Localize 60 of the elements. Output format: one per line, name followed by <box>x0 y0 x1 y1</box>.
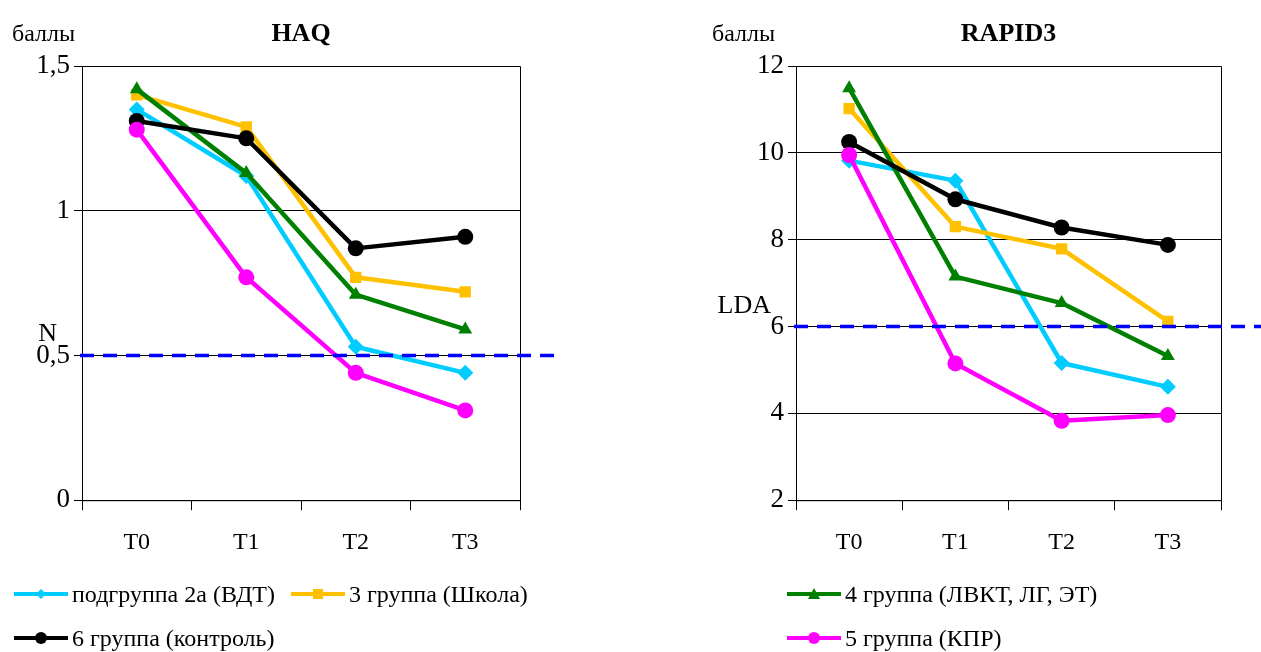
point <box>841 133 858 150</box>
legend-label: 4 группа (ЛВКТ, ЛГ, ЭТ) <box>845 580 1098 608</box>
point <box>1053 354 1070 371</box>
point <box>238 130 255 147</box>
point <box>1160 348 1175 361</box>
point <box>841 147 858 164</box>
y-tick-label: 1 <box>56 193 70 224</box>
point <box>842 80 857 93</box>
point <box>457 228 474 245</box>
y-tick-label: 8 <box>770 222 784 253</box>
point <box>1053 219 1070 236</box>
point <box>947 172 964 189</box>
point <box>347 240 364 257</box>
y-tick-label: 6 <box>770 309 784 340</box>
chart-title: HAQ <box>271 18 331 47</box>
point <box>347 338 364 355</box>
point <box>1053 412 1070 429</box>
y-axis-title: баллы <box>12 20 76 46</box>
point <box>1055 243 1068 255</box>
point <box>458 321 473 334</box>
y-tick-label: 10 <box>757 135 784 166</box>
x-tick-label: T1 <box>232 527 260 554</box>
point <box>350 271 362 283</box>
legend-label: подгруппа 2а (ВДТ) <box>72 580 275 608</box>
point <box>947 191 964 208</box>
x-tick-label: T2 <box>342 527 370 554</box>
point <box>949 221 962 233</box>
y-tick-label: 1,5 <box>36 49 70 80</box>
x-tick-label: T1 <box>942 527 969 554</box>
legend-label: 3 группа (Школа) <box>349 580 528 608</box>
point <box>457 402 474 419</box>
legend-label: 6 группа (контроль) <box>72 624 275 652</box>
point <box>239 165 254 178</box>
y-tick-label: 12 <box>757 49 784 80</box>
y-axis-title: баллы <box>712 20 776 46</box>
point <box>128 121 145 138</box>
point <box>1159 236 1176 253</box>
point <box>1054 295 1069 308</box>
legend-label: 5 группа (КПР) <box>845 624 1002 652</box>
point <box>129 81 144 94</box>
point <box>1159 407 1176 424</box>
point <box>238 269 255 286</box>
point <box>459 286 471 298</box>
point <box>1159 378 1176 395</box>
x-tick-label: T3 <box>451 527 479 554</box>
point <box>948 268 963 281</box>
y-tick-label: 0 <box>56 483 70 514</box>
chart-title: RAPID3 <box>960 18 1057 47</box>
x-tick-label: T3 <box>1154 527 1182 554</box>
y-tick-label: 2 <box>770 483 784 514</box>
x-tick-label: T2 <box>1048 527 1075 554</box>
y-tick-label: 4 <box>770 396 785 427</box>
point <box>843 102 855 115</box>
point <box>347 364 364 381</box>
point <box>947 355 964 372</box>
x-tick-label: T0 <box>123 527 151 554</box>
point <box>457 364 474 381</box>
ref-line-label: LDA <box>717 289 772 319</box>
x-tick-label: T0 <box>835 527 863 554</box>
point <box>348 286 363 299</box>
